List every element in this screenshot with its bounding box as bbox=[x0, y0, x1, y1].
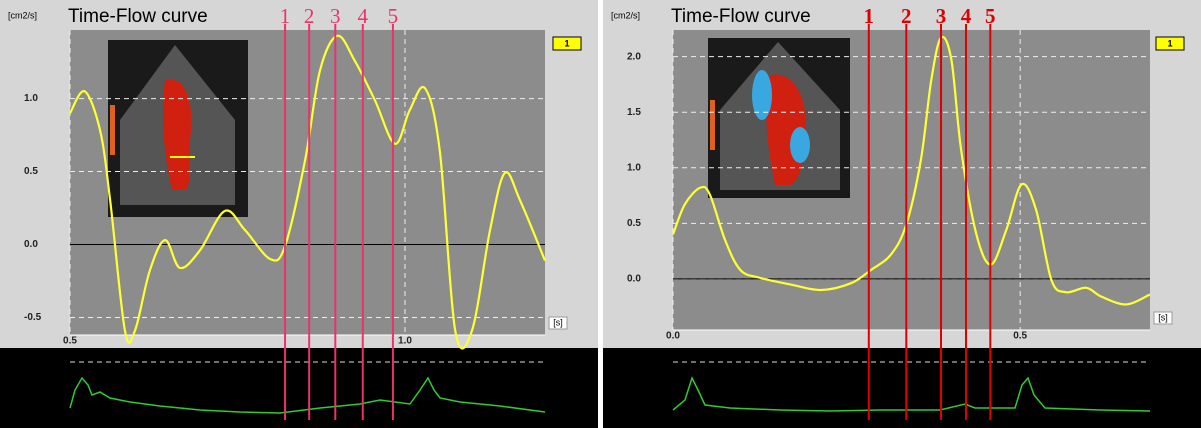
y-tick-label: 0.5 bbox=[627, 218, 641, 229]
y-tick-label: 0.0 bbox=[24, 239, 38, 250]
x-tick-label: 1.0 bbox=[398, 336, 412, 347]
marker-label: 1 bbox=[280, 4, 291, 28]
y-tick-label: 0.0 bbox=[627, 274, 641, 285]
y-tick-label: 1.0 bbox=[627, 162, 641, 173]
chart-title: Time-Flow curve bbox=[671, 6, 811, 27]
y-tick-label: -0.5 bbox=[24, 312, 42, 323]
x-tick-label: 0.0 bbox=[666, 331, 680, 342]
y-axis-unit: [cm2/s] bbox=[8, 10, 37, 20]
ecg-strip bbox=[603, 348, 1201, 428]
ultrasound-inset bbox=[108, 40, 248, 217]
x-tick-label: 0.5 bbox=[63, 336, 77, 347]
y-tick-label: 2.0 bbox=[627, 51, 641, 62]
y-tick-label: 0.5 bbox=[24, 166, 38, 177]
marker-label: 3 bbox=[936, 4, 947, 28]
chart-title: Time-Flow curve bbox=[68, 6, 208, 27]
y-tick-label: 1.0 bbox=[24, 93, 38, 104]
x-tick-label: 0.5 bbox=[1013, 331, 1027, 342]
marker-label: 1 bbox=[864, 4, 875, 28]
marker-label: 4 bbox=[358, 4, 369, 28]
marker-label: 5 bbox=[985, 4, 996, 28]
marker-label: 3 bbox=[330, 4, 341, 28]
marker-label: 4 bbox=[961, 4, 972, 28]
y-axis-unit: [cm2/s] bbox=[611, 10, 640, 20]
marker-label: 5 bbox=[388, 4, 399, 28]
x-axis-unit: [s] bbox=[553, 317, 563, 327]
y-tick-label: 1.5 bbox=[627, 107, 641, 118]
badge: 1 bbox=[564, 38, 569, 48]
marker-label: 2 bbox=[901, 4, 912, 28]
ultrasound-inset bbox=[708, 38, 850, 198]
chart: [cm2/s] Time-Flow curve 1 1.0 0.5 0.0 -0.5 0.5 1… bbox=[0, 0, 1201, 428]
x-axis-unit: [s] bbox=[1158, 312, 1168, 322]
badge: 1 bbox=[1167, 38, 1172, 48]
marker-label: 2 bbox=[304, 4, 315, 28]
